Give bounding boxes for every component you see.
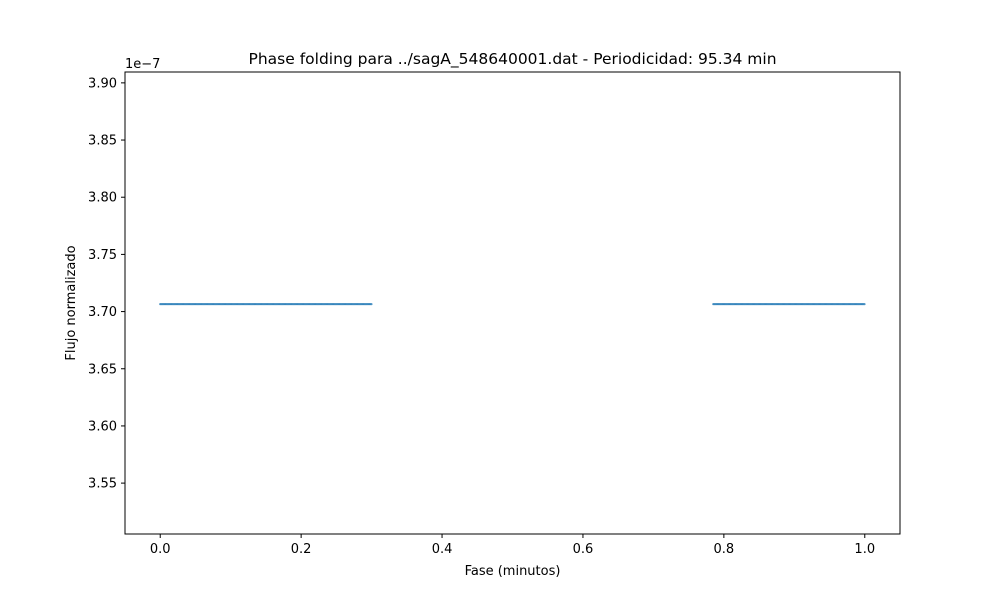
y-tick-label: 3.60 [88,419,117,434]
x-tick-label: 0.4 [432,542,453,557]
x-tick-label: 1.0 [854,542,875,557]
x-tick-label: 0.6 [573,542,594,557]
x-axis-ticks: 0.0 0.2 0.4 0.6 0.8 1.0 [150,534,875,557]
y-tick-label: 3.65 [88,362,117,377]
y-tick-label: 3.85 [88,134,117,149]
x-tick-label: 0.0 [150,542,171,557]
y-tick-label: 3.80 [88,191,117,206]
data-points-layer [159,303,866,306]
y-tick-label: 3.90 [88,76,117,91]
chart-title: Phase folding para ../sagA_548640001.dat… [248,50,776,69]
plot-area-frame [124,71,901,535]
y-axis-label: Flujo normalizado [64,245,79,360]
data-point [863,303,866,306]
data-point [370,303,373,306]
x-tick-label: 0.2 [291,542,312,557]
x-tick-label: 0.8 [714,542,735,557]
x-axis-label: Fase (minutos) [465,564,561,579]
y-axis-ticks: 3.55 3.60 3.65 3.70 3.75 3.80 3.85 3.90 [88,76,125,492]
y-tick-label: 3.55 [88,477,117,492]
y-tick-label: 3.75 [88,248,117,263]
y-tick-label: 3.70 [88,305,117,320]
y-offset-label: 1e−7 [125,57,160,72]
